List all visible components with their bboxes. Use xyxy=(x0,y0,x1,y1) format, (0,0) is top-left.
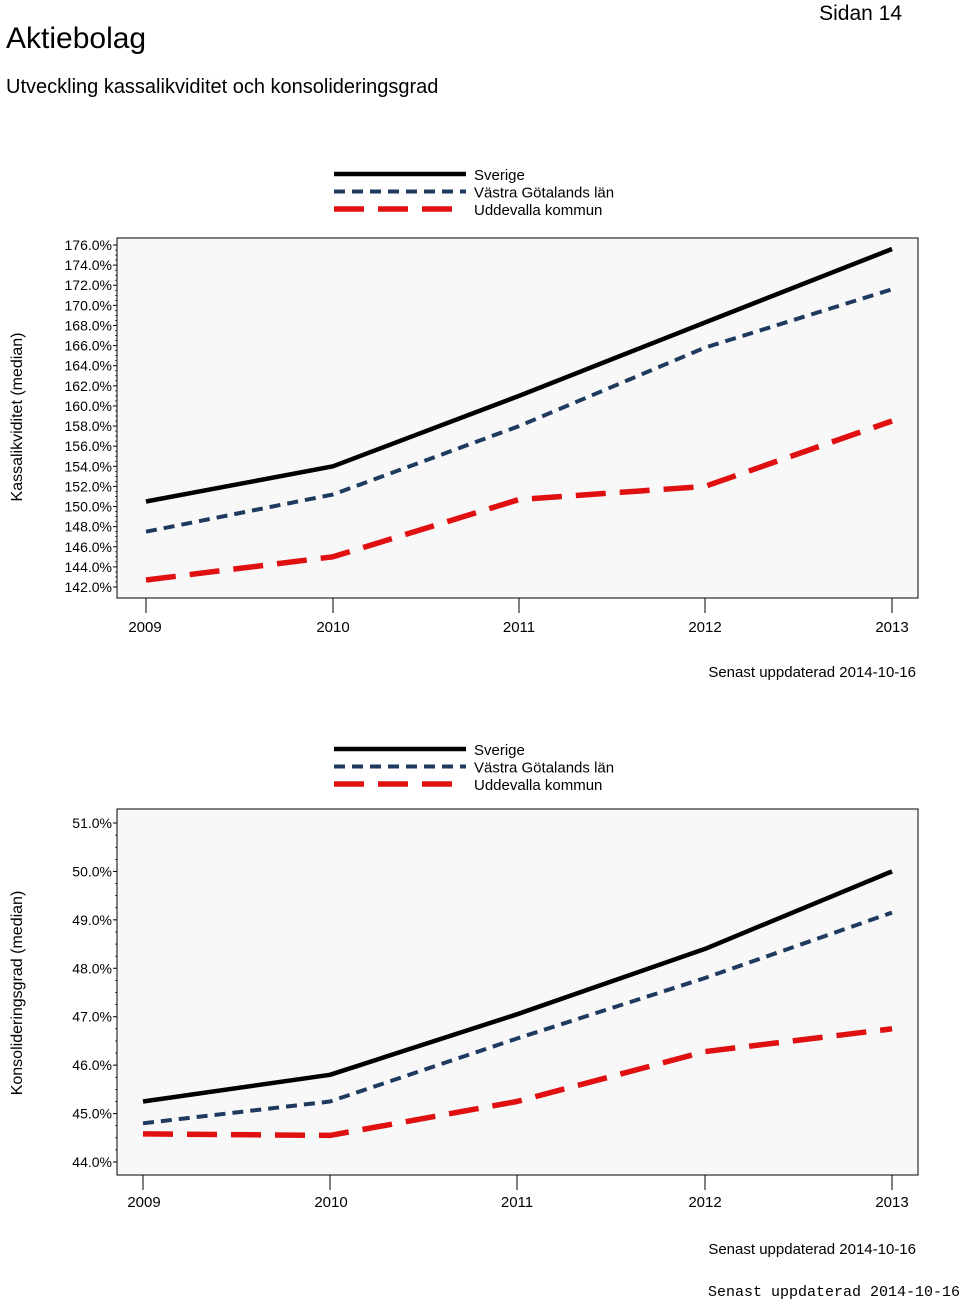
legend-label: Sverige xyxy=(474,742,525,759)
y-tick-label: 162.0% xyxy=(65,378,112,394)
y-tick-label: 166.0% xyxy=(65,338,112,354)
series-line-v-stra-g-talands-l-n xyxy=(145,287,893,534)
legend-label: Västra Götalands län xyxy=(474,760,614,777)
x-tick-label: 2009 xyxy=(128,619,161,636)
y-tick-label: 176.0% xyxy=(65,237,112,253)
footer-updated: Senast uppdaterad 2014-10-16 xyxy=(707,1284,960,1301)
x-tick-label: 2012 xyxy=(688,619,721,636)
y-tick-label: 46.0% xyxy=(72,1057,112,1073)
series-line-v-stra-g-talands-l-n xyxy=(142,910,893,1126)
y-tick-label: 146.0% xyxy=(65,539,112,555)
x-tick-label: 2011 xyxy=(501,1194,533,1211)
series-line-uddevalla-kommun xyxy=(142,1026,893,1139)
y-axis-label: Konsolideringsgrad (median) xyxy=(9,891,26,1096)
page-subtitle: Utveckling kassalikviditet och konsolide… xyxy=(6,76,439,98)
legend-label: Västra Götalands län xyxy=(474,185,614,202)
y-tick-label: 160.0% xyxy=(65,398,112,414)
series-line-uddevalla-kommun xyxy=(145,418,893,583)
x-tick-label: 2010 xyxy=(316,619,349,636)
y-tick-label: 172.0% xyxy=(65,277,112,293)
series-line-sverige xyxy=(142,869,893,1104)
series-line-sverige xyxy=(145,246,893,504)
y-tick-label: 49.0% xyxy=(72,912,112,928)
legend-label: Uddevalla kommun xyxy=(474,777,602,794)
y-tick-label: 152.0% xyxy=(65,478,112,494)
y-tick-label: 144.0% xyxy=(65,559,112,575)
y-tick-label: 156.0% xyxy=(65,438,112,454)
x-tick-label: 2012 xyxy=(688,1194,721,1211)
legend-label: Sverige xyxy=(474,167,525,184)
x-tick-label: 2013 xyxy=(875,619,908,636)
y-tick-label: 168.0% xyxy=(65,317,112,333)
legend-label: Uddevalla kommun xyxy=(474,202,602,219)
y-axis-label: Kassalikviditet (median) xyxy=(9,333,26,502)
y-tick-label: 142.0% xyxy=(65,579,112,595)
page-number: Sidan 14 xyxy=(819,2,902,25)
x-tick-label: 2013 xyxy=(875,1194,908,1211)
y-tick-label: 45.0% xyxy=(72,1106,112,1122)
y-tick-label: 154.0% xyxy=(65,458,112,474)
plot-area xyxy=(116,237,919,599)
chart-update-note: Senast uppdaterad 2014-10-16 xyxy=(708,1241,916,1258)
y-tick-label: 48.0% xyxy=(72,960,112,976)
x-tick-label: 2009 xyxy=(127,1194,160,1211)
y-tick-label: 51.0% xyxy=(72,815,112,831)
y-tick-label: 47.0% xyxy=(72,1009,112,1025)
y-tick-label: 164.0% xyxy=(65,358,112,374)
plot-area xyxy=(116,808,919,1176)
y-tick-label: 148.0% xyxy=(65,519,112,535)
page-title: Aktiebolag xyxy=(6,22,147,55)
x-tick-label: 2010 xyxy=(314,1194,347,1211)
y-tick-label: 158.0% xyxy=(65,418,112,434)
y-tick-label: 170.0% xyxy=(65,297,112,313)
y-tick-label: 150.0% xyxy=(65,499,112,515)
x-tick-label: 2011 xyxy=(503,619,535,636)
y-tick-label: 44.0% xyxy=(72,1154,112,1170)
chart-update-note: Senast uppdaterad 2014-10-16 xyxy=(708,664,916,681)
y-tick-label: 50.0% xyxy=(72,863,112,879)
y-tick-label: 174.0% xyxy=(65,257,112,273)
